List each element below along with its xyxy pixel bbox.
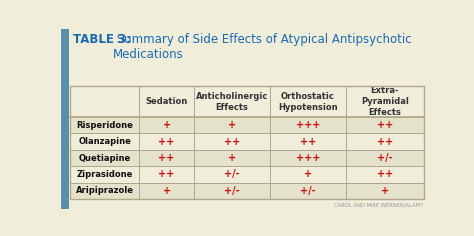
Bar bbox=[139, 117, 194, 133]
Text: TABLE 3:: TABLE 3: bbox=[73, 33, 131, 46]
Text: Risperidone: Risperidone bbox=[76, 121, 133, 130]
Bar bbox=[270, 117, 346, 133]
Bar bbox=[346, 150, 424, 166]
Bar bbox=[194, 133, 270, 150]
Text: Aripiprazole: Aripiprazole bbox=[76, 186, 134, 195]
Text: +: + bbox=[228, 153, 236, 163]
Text: ++: ++ bbox=[158, 153, 175, 163]
Text: ++: ++ bbox=[377, 137, 393, 147]
Text: Ziprasidone: Ziprasidone bbox=[76, 170, 133, 179]
Bar bbox=[194, 150, 270, 166]
Bar bbox=[346, 117, 424, 133]
Bar bbox=[346, 86, 424, 117]
Bar bbox=[270, 86, 346, 117]
Text: +: + bbox=[163, 186, 171, 196]
Text: +/-: +/- bbox=[300, 186, 316, 196]
Bar bbox=[139, 166, 194, 183]
FancyBboxPatch shape bbox=[55, 26, 430, 212]
Bar bbox=[346, 183, 424, 199]
Text: Quetiapine: Quetiapine bbox=[79, 153, 131, 163]
Bar bbox=[70, 86, 139, 117]
Text: Olanzapine: Olanzapine bbox=[78, 137, 131, 146]
Bar bbox=[270, 133, 346, 150]
Text: ++: ++ bbox=[158, 137, 175, 147]
Bar bbox=[139, 150, 194, 166]
Text: Anticholinergic
Effects: Anticholinergic Effects bbox=[196, 92, 268, 112]
Bar bbox=[270, 183, 346, 199]
Text: +: + bbox=[228, 120, 236, 130]
Text: +++: +++ bbox=[296, 153, 320, 163]
Bar bbox=[70, 183, 139, 199]
Bar bbox=[139, 183, 194, 199]
Bar bbox=[194, 117, 270, 133]
Text: +++: +++ bbox=[296, 120, 320, 130]
Text: ++: ++ bbox=[377, 169, 393, 179]
Bar bbox=[70, 133, 139, 150]
Text: Extra-
Pyramidal
Effects: Extra- Pyramidal Effects bbox=[361, 86, 409, 117]
Text: ++: ++ bbox=[300, 137, 316, 147]
Bar bbox=[346, 133, 424, 150]
Bar bbox=[70, 86, 424, 199]
Bar bbox=[139, 86, 194, 117]
Text: +/-: +/- bbox=[224, 169, 240, 179]
Text: ++: ++ bbox=[224, 137, 240, 147]
Text: +: + bbox=[163, 120, 171, 130]
Text: ++: ++ bbox=[158, 169, 175, 179]
Bar bbox=[70, 117, 139, 133]
Text: Orthostatic
Hypotension: Orthostatic Hypotension bbox=[278, 92, 338, 112]
Bar bbox=[70, 150, 139, 166]
Bar bbox=[70, 166, 139, 183]
Text: Summary of Side Effects of Atypical Antipsychotic
Medications: Summary of Side Effects of Atypical Anti… bbox=[113, 33, 411, 61]
Bar bbox=[346, 166, 424, 183]
Bar bbox=[270, 166, 346, 183]
Bar bbox=[139, 133, 194, 150]
Bar bbox=[194, 86, 270, 117]
Text: CAROL AND MIKE WERNER/ALAMY: CAROL AND MIKE WERNER/ALAMY bbox=[334, 203, 424, 208]
Bar bbox=[270, 150, 346, 166]
Text: +/-: +/- bbox=[224, 186, 240, 196]
Text: +/-: +/- bbox=[377, 153, 392, 163]
Bar bbox=[194, 183, 270, 199]
Text: +: + bbox=[381, 186, 389, 196]
Text: ++: ++ bbox=[377, 120, 393, 130]
Text: +: + bbox=[304, 169, 312, 179]
Bar bbox=[194, 166, 270, 183]
Text: Sedation: Sedation bbox=[146, 97, 188, 106]
Bar bbox=[61, 29, 69, 209]
